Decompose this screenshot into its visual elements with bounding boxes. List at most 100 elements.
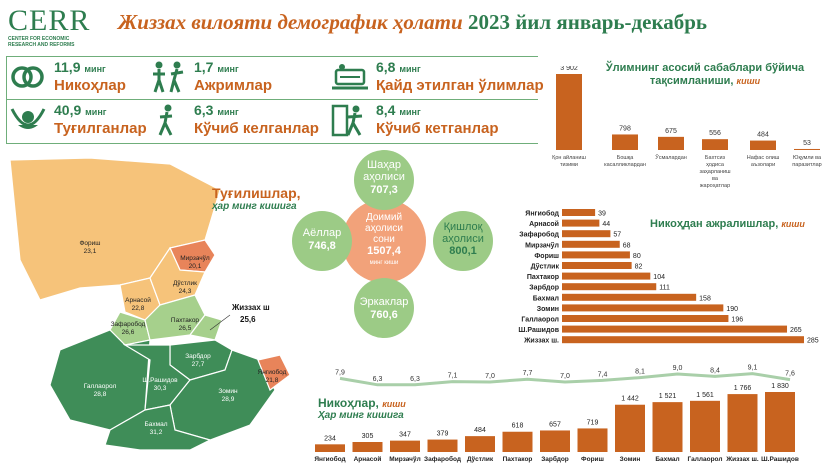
map-region-value: 26,6 [122,329,135,336]
marriage-value-label: 1 442 [621,396,639,403]
divorce-category-label: Мирзачўл [525,241,559,249]
death-chart-unit: киши [736,76,761,86]
death-category-label: паразитлар [792,162,821,168]
marriage-value-label: 347 [399,432,411,439]
map-region [104,404,212,450]
death-category-label: Бошқа [617,155,634,161]
death-category-label: Қон айланиш [552,154,586,161]
divorce-bar [562,240,620,248]
divorce-value-label: 82 [635,264,643,271]
marriage-value-label: 719 [587,419,599,426]
stat-value: 6,8 минг [376,59,421,75]
marriage-category-label: Жиззах ш. [725,456,759,463]
stat-label: Қайд этилган ўлимлар [376,77,544,94]
death-bar [556,74,582,150]
divorce-category-label: Жиззах ш. [523,338,559,345]
map-region-name: Арнасой [125,296,151,304]
divorce-chart-unit: киши [781,219,805,229]
map-region-value: 23,1 [84,248,97,255]
divorce-bar [562,304,724,312]
marriage-rate-label: 7,6 [785,371,795,378]
total-population-circle [342,199,426,283]
divorce-category-label: Пахтакор [527,274,559,281]
divorce-bar [562,251,630,259]
divorce-bar [562,230,611,238]
marriage-category-label: Мирзачўл [389,455,420,463]
death-chart-title-text: Ўлимнинг асосий сабаблари бўйича тақсимл… [605,62,805,87]
cerr-logo: CERR CENTER FOR ECONOMIC RESEARCH AND RE… [8,4,108,49]
divorce-value-label: 68 [623,242,631,249]
marriage-rate-label: 6,3 [410,376,420,383]
marriage-category-label: Зомин [620,456,641,463]
map-region-value: 31,2 [150,429,163,436]
stat-value: 40,9 минг [54,102,107,118]
death-category-label: Юқумли ва [793,155,822,161]
map-region-name: Янгиобод [258,368,287,376]
divorce-category-label: Галлаорол [521,317,559,324]
map-region-value: 21,8 [266,377,279,384]
map-leader-line [209,314,231,331]
marriage-value-label: 305 [362,433,374,440]
marriage-rate-label: 8,1 [635,369,645,376]
stat-text: 1,7 минг Ажримлар [194,60,272,95]
map-region-name: Пахтакор [171,317,200,324]
stat-label: Никоҳлар [54,77,126,94]
marriage-category-label: Янгиобод [314,455,345,463]
divider [6,143,538,144]
death-value-label: 53 [803,140,811,147]
marriage-category-label: Пахтакор [503,456,533,463]
divorce-icon [153,61,184,93]
marriage-bar [727,394,758,452]
divorce-bar [562,272,651,280]
divorce-value-label: 190 [726,306,738,313]
death-category-label: Нафас олиш [747,155,780,161]
rings-icon [11,66,44,88]
total-label: аҳолиси [365,223,403,234]
marriage-value-label: 484 [474,427,486,434]
marriage-value-label: 1 561 [696,392,714,399]
divider [6,99,538,100]
marriage-rate-label: 9,1 [748,365,758,372]
marriage-value-label: 1 830 [771,383,789,390]
marriage-bar [540,430,570,452]
divorce-value-label: 111 [659,285,670,292]
map-region-name: Зомин [218,388,238,395]
population-diagram: Шаҳараҳолиси707,3Қишлоқаҳолиси800,1Аёлла… [292,150,493,338]
logo-text: CERR [8,4,91,37]
map-region-value: 24,3 [179,288,192,295]
marriage-bar [465,436,495,452]
births-map: Фориш23,1Мирзачўл20,1Арнасой22,8Дўстлик2… [9,157,291,450]
stat-value: 6,3 минг [194,102,239,118]
total-label: сони [373,234,395,245]
death-bar [658,136,684,150]
death-category-label: ҳодиса [706,162,725,168]
marriage-value-label: 1 766 [734,385,752,392]
map-region-name: Зафаробод [111,320,146,328]
rural-label: аҳолиси [442,233,484,245]
stat-text: 8,4 минг Кўчиб кетганлар [376,103,499,138]
baby-icon [10,108,46,129]
marriage-rate-label: 7,7 [523,370,533,377]
map-region-name: Бахмал [144,421,167,428]
stat-item: 40,9 минг Туғилганлар [8,103,147,137]
marriage-category-label: Ш.Рашидов [761,456,799,463]
stat-item: 8,4 минг Кўчиб кетганлар [330,103,499,137]
stat-label: Кўчиб кетганлар [376,120,499,137]
map-region-value: 25,6 [240,315,256,324]
map-region-value: 27,7 [192,361,205,368]
marriage-category-label: Бахмал [655,456,679,463]
stat-item: 6,8 минг Қайд этилган ўлимлар [330,60,544,94]
divorce-category-label: Бахмал [533,295,559,302]
death-bar [612,134,638,150]
map-region-name: Мирзачўл [180,254,210,262]
urban-label: Шаҳар [367,159,401,171]
death-category-label: тизими [560,162,578,168]
divorce-category-label: Зафаробод [519,231,559,239]
divorce-bar [562,209,596,216]
marriage-bar [315,444,345,452]
marriage-rate-label: 8,4 [710,367,720,374]
stat-item: 1,7 минг Ажримлар [148,60,272,94]
map-region-name: Дўстлик [173,279,197,287]
divorce-category-label: Зарбдор [529,284,559,292]
marriage-category-label: Дўстлик [467,455,494,463]
